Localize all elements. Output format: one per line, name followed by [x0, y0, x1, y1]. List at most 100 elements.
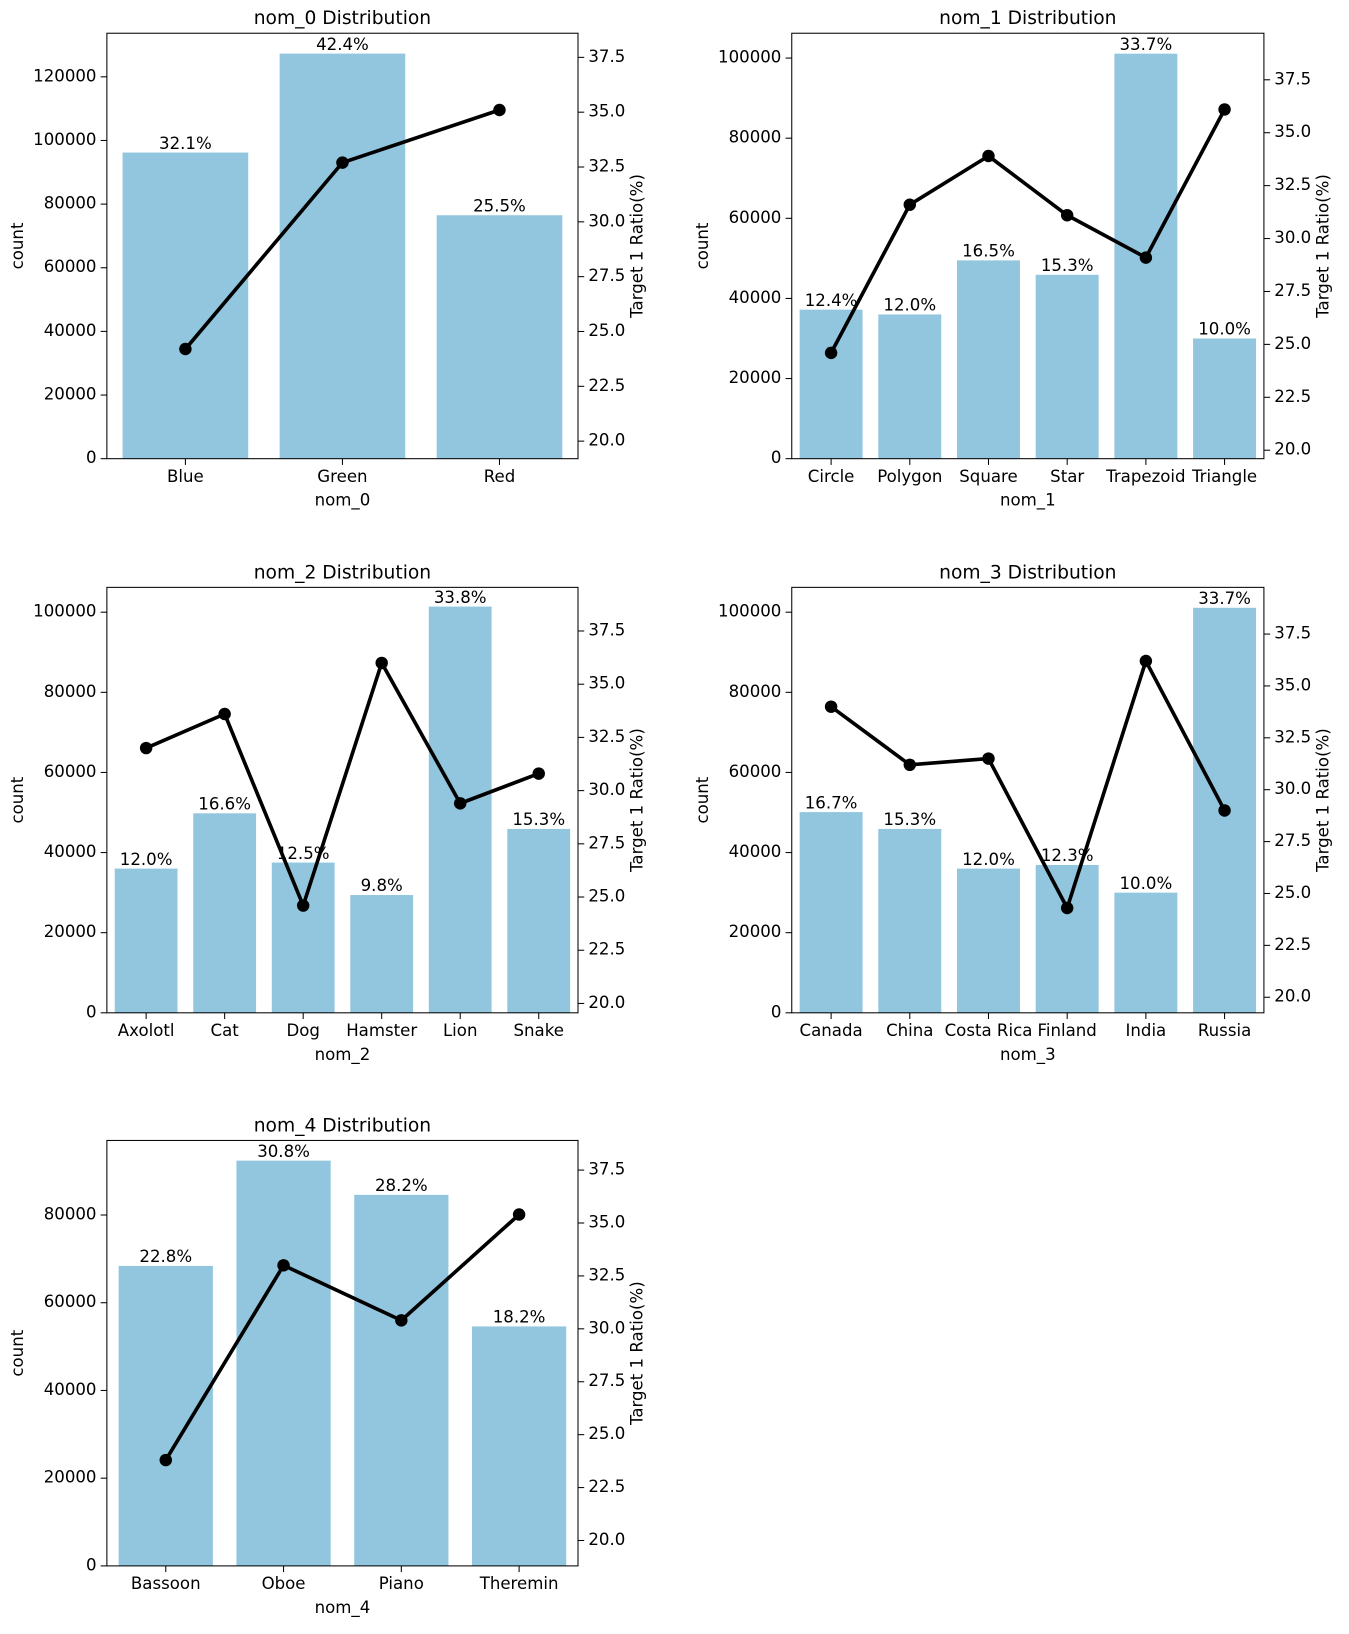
y2-axis-label: Target 1 Ratio(%)	[1314, 728, 1333, 873]
y-tick-label: 60000	[729, 208, 782, 227]
ratio-marker	[1139, 654, 1153, 668]
y2-tick-label: 27.5	[588, 266, 625, 285]
x-tick-label: Russia	[1198, 1021, 1251, 1040]
share-label: 28.2%	[375, 1176, 428, 1195]
bar	[114, 868, 178, 1013]
y2-tick-label: 22.5	[1274, 387, 1311, 406]
share-label: 12.3%	[1041, 846, 1094, 865]
ratio-marker	[903, 198, 917, 211]
y-axis-label: count	[8, 222, 27, 269]
bar	[799, 309, 863, 459]
y2-tick-label: 37.5	[588, 47, 625, 66]
share-label: 33.7%	[1120, 35, 1173, 54]
share-label: 42.4%	[316, 35, 369, 54]
x-tick-label: Axolotl	[118, 1021, 175, 1040]
y2-axis-label: Target 1 Ratio(%)	[628, 1281, 647, 1426]
ratio-marker	[982, 752, 995, 765]
y-tick-label: 80000	[729, 682, 782, 701]
y2-tick-label: 20.0	[588, 431, 625, 450]
x-tick-label: Trapezoid	[1105, 467, 1185, 486]
y2-tick-label: 32.5	[1274, 175, 1311, 194]
share-label: 16.6%	[198, 795, 251, 814]
bar	[1035, 274, 1099, 459]
y2-tick-label: 35.0	[588, 674, 625, 693]
y-tick-label: 60000	[729, 762, 782, 781]
y2-tick-label: 25.0	[588, 321, 625, 340]
x-tick-label: Oboe	[262, 1574, 306, 1593]
share-label: 32.1%	[159, 134, 212, 153]
x-tick-label: Lion	[443, 1021, 478, 1040]
y-tick-label: 20000	[729, 368, 782, 387]
share-label: 12.0%	[120, 850, 173, 869]
y-tick-label: 0	[771, 1002, 782, 1021]
bar	[1035, 864, 1099, 1013]
bar	[957, 260, 1020, 459]
y2-tick-label: 27.5	[588, 1371, 625, 1390]
y2-tick-label: 32.5	[588, 727, 625, 746]
y2-tick-label: 20.0	[1274, 987, 1311, 1006]
x-tick-label: Costa Rica	[945, 1021, 1033, 1040]
ratio-marker	[218, 707, 231, 721]
y2-tick-label: 37.5	[588, 620, 625, 639]
x-tick-label: Dog	[286, 1021, 319, 1040]
y2-tick-label: 25.0	[1274, 334, 1311, 353]
share-label: 10.0%	[1120, 874, 1173, 893]
y-tick-label: 40000	[729, 842, 782, 861]
share-label: 18.2%	[493, 1308, 546, 1327]
axes-frame	[106, 586, 579, 1014]
chart-title: nom_0 Distribution	[254, 8, 431, 29]
axes-frame	[791, 586, 1265, 1014]
x-axis-label: nom_4	[315, 1598, 371, 1618]
bar	[1193, 338, 1257, 459]
x-tick-label: Piano	[379, 1574, 424, 1593]
bar	[354, 1194, 449, 1566]
share-label: 33.7%	[1198, 589, 1251, 608]
y2-tick-label: 27.5	[1274, 831, 1311, 850]
share-label: 30.8%	[257, 1142, 310, 1161]
y-tick-label: 0	[86, 1002, 97, 1021]
ratio-marker	[395, 1314, 408, 1327]
x-tick-label: Cat	[211, 1021, 240, 1040]
ratio-marker	[336, 156, 349, 169]
x-tick-label: Canada	[800, 1021, 863, 1040]
y2-tick-label: 22.5	[588, 940, 625, 959]
y-tick-label: 80000	[44, 194, 97, 213]
share-label: 9.8%	[361, 876, 403, 895]
y2-tick-label: 35.0	[588, 1212, 625, 1231]
y-tick-label: 40000	[729, 288, 782, 307]
bar	[471, 1326, 567, 1566]
y2-tick-label: 30.0	[588, 1318, 625, 1337]
y-tick-label: 60000	[44, 257, 97, 276]
bar	[236, 1160, 331, 1566]
x-tick-label: Star	[1050, 467, 1084, 486]
chart-title: nom_2 Distribution	[254, 562, 431, 583]
y-tick-label: 40000	[44, 1380, 97, 1399]
share-label: 10.0%	[1198, 320, 1251, 339]
ratio-marker	[512, 1208, 526, 1221]
y2-tick-label: 30.0	[588, 780, 625, 799]
y2-tick-label: 37.5	[1274, 624, 1311, 643]
ratio-marker	[159, 1453, 172, 1467]
y2-tick-label: 35.0	[1274, 122, 1311, 141]
bar	[957, 868, 1020, 1013]
chart-title: nom_1 Distribution	[939, 8, 1116, 29]
ratio-marker	[824, 700, 838, 713]
ratio-line	[829, 108, 1227, 354]
x-tick-label: Finland	[1038, 1021, 1097, 1040]
ratio-marker	[493, 103, 506, 117]
ratio-line	[145, 661, 540, 908]
ratio-line	[830, 659, 1227, 910]
axes-frame	[791, 32, 1265, 460]
y2-tick-label: 25.0	[588, 887, 625, 906]
y-tick-label: 100000	[33, 602, 96, 621]
y2-tick-label: 25.0	[1274, 883, 1311, 902]
share-label: 12.0%	[883, 296, 936, 315]
x-axis-label: nom_3	[1000, 1045, 1056, 1065]
y-tick-label: 80000	[44, 682, 97, 701]
y2-axis-label: Target 1 Ratio(%)	[628, 728, 647, 873]
ratio-line	[164, 1213, 521, 1462]
chart-title: nom_3 Distribution	[939, 562, 1116, 583]
ratio-marker	[375, 656, 388, 670]
y2-tick-label: 30.0	[1274, 779, 1311, 798]
